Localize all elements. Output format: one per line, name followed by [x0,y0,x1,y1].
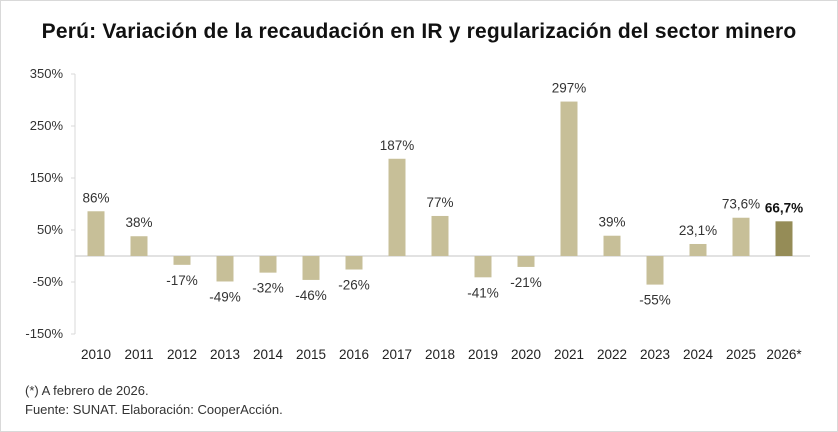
data-label: 66,7% [765,200,803,215]
x-tick-label: 2012 [167,347,197,362]
footnote-note: (*) A febrero de 2026. [25,383,149,398]
y-tick-label: 250% [30,118,64,133]
y-tick-label: -150% [25,326,63,341]
x-tick-label: 2018 [425,347,455,362]
bar-2025 [732,217,750,256]
x-tick-label: 2023 [640,347,670,362]
data-label: 73,6% [722,197,760,212]
x-tick-label: 2025 [726,347,756,362]
y-tick-label: 350% [30,66,64,81]
x-tick-label: 2011 [124,347,153,362]
bar-2022 [603,235,621,256]
data-labels: 86% 38% -17% -49% -32% -46% -26% 187% 77% -41% -21… [82,81,803,308]
x-tick-label: 2020 [511,347,541,362]
bar-2017 [388,158,406,256]
bar-2023 [646,256,664,285]
data-label: -26% [338,278,370,293]
bar-2015 [302,256,320,280]
data-label: 38% [125,215,152,230]
footnote-source: Fuente: SUNAT. Elaboración: CooperAcción… [25,402,283,417]
x-tick-label: 2022 [597,347,627,362]
bars [87,101,793,285]
data-label: 77% [426,195,453,210]
bar-2016 [345,256,363,270]
x-tick-label: 2021 [554,347,584,362]
data-label: 39% [598,215,625,230]
x-tick-label: 2019 [468,347,498,362]
chart-title: Perú: Variación de la recaudación en IR … [41,20,797,43]
data-label: -21% [510,275,542,290]
data-label: 23,1% [679,223,717,238]
y-tick-label: 50% [37,222,63,237]
data-label: -17% [166,273,198,288]
data-label: 187% [380,138,415,153]
bar-2010 [87,211,105,256]
x-tick-label: 2014 [253,347,284,362]
x-tick-label: 2026* [766,347,802,362]
y-axis: 350% 250% 150% 50% -50% -150% [25,66,810,341]
bar-2014 [259,256,277,273]
bar-2021 [560,101,578,256]
y-tick-label: 150% [30,170,64,185]
data-label: -41% [467,285,499,300]
x-tick-label: 2016 [339,347,369,362]
x-axis-labels: 2010 2011 2012 2013 2014 2015 2016 2017 2018 2019… [81,347,802,362]
data-label: -49% [209,289,241,304]
x-tick-label: 2010 [81,347,111,362]
data-label: -32% [252,281,284,296]
y-tick-label: -50% [33,274,64,289]
data-label: -55% [639,293,671,308]
bar-2020 [517,256,535,267]
bar-2013 [216,256,234,282]
bar-2011 [130,236,148,256]
data-label: 297% [552,81,587,96]
bar-2019 [474,256,492,278]
bar-2024 [689,243,707,256]
x-tick-label: 2024 [683,347,714,362]
data-label: 86% [82,190,109,205]
x-tick-label: 2017 [382,347,412,362]
x-tick-label: 2013 [210,347,240,362]
data-label: -46% [295,288,327,303]
bar-2026 [775,221,793,256]
bar-2018 [431,215,449,256]
x-tick-label: 2015 [296,347,326,362]
bar-2012 [173,256,191,265]
